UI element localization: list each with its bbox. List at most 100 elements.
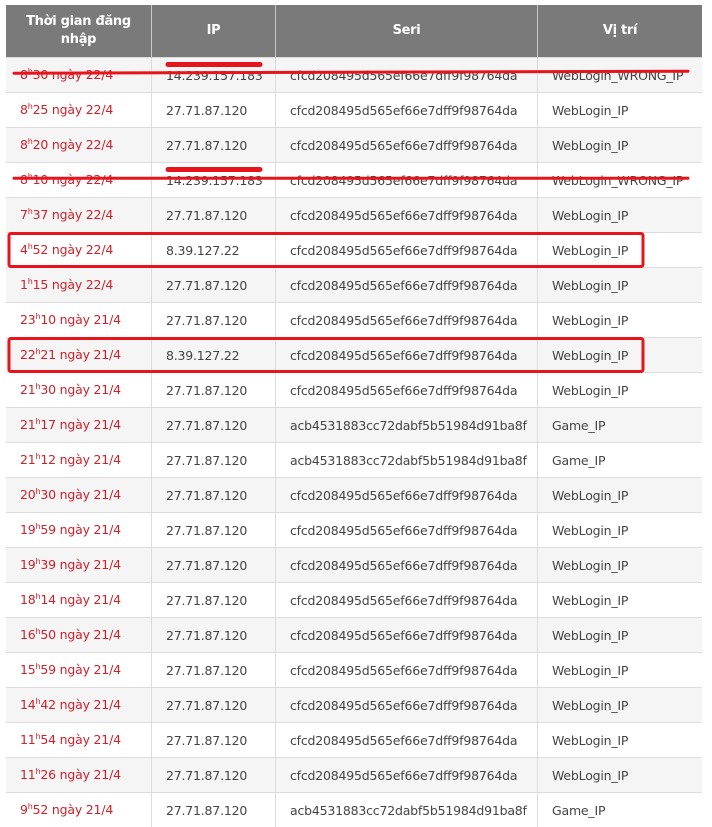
ip-cell: 27.71.87.120 — [152, 198, 276, 233]
minute-date: 54 ngày 21/4 — [40, 733, 120, 748]
hour: 14 — [20, 698, 36, 713]
seri-cell: cfcd208495d565ef66e7dff9f98764da — [276, 583, 538, 618]
table-row: 14h42 ngày 21/4 27.71.87.120 cfcd208495d… — [6, 688, 702, 723]
table-row: 11h26 ngày 21/4 27.71.87.120 cfcd208495d… — [6, 758, 702, 793]
seri-cell: cfcd208495d565ef66e7dff9f98764da — [276, 233, 538, 268]
seri-cell: cfcd208495d565ef66e7dff9f98764da — [276, 618, 538, 653]
ip-cell: 27.71.87.120 — [152, 548, 276, 583]
login-time-cell: 21h30 ngày 21/4 — [6, 373, 152, 408]
table-row: 8h20 ngày 22/4 27.71.87.120 cfcd208495d5… — [6, 128, 702, 163]
hour: 8 — [20, 173, 28, 188]
location-cell: WebLogin_IP — [538, 303, 703, 338]
minute-date: 30 ngày 21/4 — [40, 488, 120, 503]
login-time-cell: 18h14 ngày 21/4 — [6, 583, 152, 618]
header-ip: IP — [152, 5, 276, 58]
location-cell: WebLogin_IP — [538, 758, 703, 793]
seri-cell: cfcd208495d565ef66e7dff9f98764da — [276, 758, 538, 793]
seri-cell: acb4531883cc72dabf5b51984d91ba8f — [276, 793, 538, 827]
table-row: 8h30 ngày 22/4 14.239.157.183 cfcd208495… — [6, 58, 702, 93]
location-cell: WebLogin_IP — [538, 583, 703, 618]
ip-cell: 27.71.87.120 — [152, 688, 276, 723]
hour: 19 — [20, 523, 36, 538]
ip-cell: 27.71.87.120 — [152, 373, 276, 408]
location-cell: WebLogin_IP — [538, 268, 703, 303]
table-row: 22h21 ngày 21/4 8.39.127.22 cfcd208495d5… — [6, 338, 702, 373]
table-row: 21h30 ngày 21/4 27.71.87.120 cfcd208495d… — [6, 373, 702, 408]
ip-cell: 27.71.87.120 — [152, 303, 276, 338]
table-row: 8h10 ngày 22/4 14.239.157.183 cfcd208495… — [6, 163, 702, 198]
table-row: 21h12 ngày 21/4 27.71.87.120 acb4531883c… — [6, 443, 702, 478]
seri-cell: cfcd208495d565ef66e7dff9f98764da — [276, 303, 538, 338]
minute-date: 39 ngày 21/4 — [40, 558, 120, 573]
location-cell: WebLogin_IP — [538, 653, 703, 688]
location-cell: WebLogin_IP — [538, 128, 703, 163]
location-cell: Game_IP — [538, 408, 703, 443]
minute-date: 37 ngày 22/4 — [33, 208, 113, 223]
hour: 9 — [20, 803, 28, 818]
table-body: 8h30 ngày 22/4 14.239.157.183 cfcd208495… — [6, 58, 702, 827]
minute-date: 50 ngày 21/4 — [40, 628, 120, 643]
table-row: 19h59 ngày 21/4 27.71.87.120 cfcd208495d… — [6, 513, 702, 548]
seri-cell: cfcd208495d565ef66e7dff9f98764da — [276, 373, 538, 408]
location-cell: Game_IP — [538, 793, 703, 827]
table-row: 21h17 ngày 21/4 27.71.87.120 acb4531883c… — [6, 408, 702, 443]
minute-date: 30 ngày 21/4 — [40, 383, 120, 398]
ip-cell: 27.71.87.120 — [152, 618, 276, 653]
location-cell: WebLogin_IP — [538, 618, 703, 653]
hour: 23 — [20, 313, 36, 328]
seri-cell: cfcd208495d565ef66e7dff9f98764da — [276, 163, 538, 198]
ip-cell: 27.71.87.120 — [152, 653, 276, 688]
location-cell: WebLogin_WRONG_IP — [538, 163, 703, 198]
login-time-cell: 21h12 ngày 21/4 — [6, 443, 152, 478]
hour: 8 — [20, 138, 28, 153]
seri-cell: cfcd208495d565ef66e7dff9f98764da — [276, 513, 538, 548]
seri-cell: cfcd208495d565ef66e7dff9f98764da — [276, 478, 538, 513]
seri-cell: cfcd208495d565ef66e7dff9f98764da — [276, 688, 538, 723]
ip-cell: 27.71.87.120 — [152, 758, 276, 793]
table-row: 9h52 ngày 21/4 27.71.87.120 acb4531883cc… — [6, 793, 702, 827]
minute-date: 59 ngày 21/4 — [40, 523, 120, 538]
hour: 21 — [20, 383, 36, 398]
seri-cell: cfcd208495d565ef66e7dff9f98764da — [276, 723, 538, 758]
table-row: 7h37 ngày 22/4 27.71.87.120 cfcd208495d5… — [6, 198, 702, 233]
hour: 18 — [20, 593, 36, 608]
ip-cell: 27.71.87.120 — [152, 268, 276, 303]
table-header-row: Thời gian đăng nhập IP Seri Vị trí — [6, 5, 702, 58]
minute-date: 59 ngày 21/4 — [40, 663, 120, 678]
login-time-cell: 15h59 ngày 21/4 — [6, 653, 152, 688]
table-row: 19h39 ngày 21/4 27.71.87.120 cfcd208495d… — [6, 548, 702, 583]
minute-date: 21 ngày 21/4 — [40, 348, 120, 363]
login-time-cell: 4h52 ngày 22/4 — [6, 233, 152, 268]
seri-cell: cfcd208495d565ef66e7dff9f98764da — [276, 653, 538, 688]
minute-date: 52 ngày 21/4 — [33, 803, 113, 818]
table-row: 8h25 ngày 22/4 27.71.87.120 cfcd208495d5… — [6, 93, 702, 128]
location-cell: WebLogin_IP — [538, 723, 703, 758]
minute-date: 25 ngày 22/4 — [33, 103, 113, 118]
location-cell: Game_IP — [538, 443, 703, 478]
table-row: 23h10 ngày 21/4 27.71.87.120 cfcd208495d… — [6, 303, 702, 338]
location-cell: WebLogin_IP — [538, 233, 703, 268]
hour: 16 — [20, 628, 36, 643]
seri-cell: acb4531883cc72dabf5b51984d91ba8f — [276, 408, 538, 443]
seri-cell: cfcd208495d565ef66e7dff9f98764da — [276, 548, 538, 583]
login-time-cell: 9h52 ngày 21/4 — [6, 793, 152, 827]
minute-date: 14 ngày 21/4 — [40, 593, 120, 608]
table-row: 15h59 ngày 21/4 27.71.87.120 cfcd208495d… — [6, 653, 702, 688]
login-time-cell: 1h15 ngày 22/4 — [6, 268, 152, 303]
table-row: 18h14 ngày 21/4 27.71.87.120 cfcd208495d… — [6, 583, 702, 618]
hour: 20 — [20, 488, 36, 503]
seri-cell: cfcd208495d565ef66e7dff9f98764da — [276, 338, 538, 373]
login-time-cell: 16h50 ngày 21/4 — [6, 618, 152, 653]
location-cell: WebLogin_IP — [538, 338, 703, 373]
table-row: 4h52 ngày 22/4 8.39.127.22 cfcd208495d56… — [6, 233, 702, 268]
ip-cell: 27.71.87.120 — [152, 93, 276, 128]
login-time-cell: 8h20 ngày 22/4 — [6, 128, 152, 163]
ip-cell: 14.239.157.183 — [152, 163, 276, 198]
hour: 19 — [20, 558, 36, 573]
login-time-cell: 11h54 ngày 21/4 — [6, 723, 152, 758]
ip-cell: 27.71.87.120 — [152, 513, 276, 548]
ip-cell: 27.71.87.120 — [152, 408, 276, 443]
location-cell: WebLogin_IP — [538, 513, 703, 548]
location-cell: WebLogin_IP — [538, 373, 703, 408]
ip-cell: 27.71.87.120 — [152, 478, 276, 513]
